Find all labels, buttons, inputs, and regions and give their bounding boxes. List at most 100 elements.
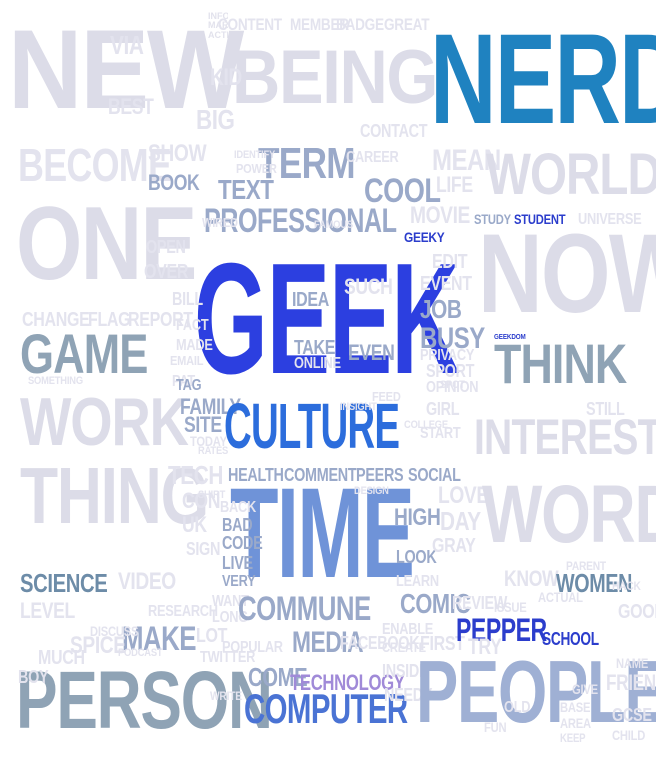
word-family: FAMILY [180,394,241,419]
word-spice: SPICE [70,632,126,659]
word-actual: ACTUAL [538,589,583,605]
word-game: GAME [20,322,148,385]
word-open: OPEN [146,237,186,257]
word-today: TODAY [190,433,227,449]
word-know: KNOW [504,566,559,591]
word-give: GIVE [572,681,598,697]
word-think: THINK [494,332,627,395]
word-kid: KID [210,64,242,91]
word-culture: CULTURE [224,390,400,462]
word-pepper: PEPPER [456,612,547,648]
word-opinion: OPINION [426,379,479,396]
word-enable: ENABLE [382,621,434,638]
word-code: CODE [222,533,263,553]
word-long: LONG [212,609,248,626]
filler-word: MARKET [208,20,228,31]
word-mean: MEAN [432,144,501,177]
word-shirt: SHIRT [198,489,226,501]
word-girl: GIRL [426,399,460,419]
word-insight: INSIGHT [340,401,377,413]
word-even: EVEN [348,340,395,365]
word-such: SUCH [344,274,393,299]
word-time: TIME [230,462,415,605]
word-geek: GEEK [194,231,460,407]
word-email: EMAIL [170,353,204,368]
word-gray: GRAY [432,535,476,557]
word-video: VIDEO [118,568,176,595]
word-write: WRITE [210,689,242,703]
word-over: OVER [144,261,189,283]
word-con: CON [182,488,221,513]
word-new: NEW [8,7,244,132]
word-fun: FUN [484,719,507,735]
word-computer: COMPUTER [244,685,408,732]
word-college: COLLEGE [404,419,448,431]
word-social: SOCIAL [408,465,461,485]
word-word: WORD [482,469,656,560]
word-movie: MOVIE [410,202,470,229]
word-bad: BAD [222,515,253,535]
word-contact: CONTACT [360,121,428,141]
word-become: BECOME [18,139,172,191]
word-badge: BADGE [336,15,384,34]
word-issue: ISSUE [494,599,527,615]
word-want: WANT [212,593,249,610]
word-friend: FRIEND [606,670,656,695]
word-feed: FEED [372,389,401,404]
word-site: SITE [184,412,222,437]
word-power: POWER [236,161,277,176]
word-big: BIG [196,104,235,135]
word-cool: COOL [364,172,441,210]
word-media: MEDIA [292,626,364,659]
word-tech: TECH [168,460,223,490]
word-discuss: DISCUSS [90,623,139,639]
word-hack: HACK [612,579,641,593]
word-flag: FLAG [88,309,131,331]
word-come: COME [248,662,308,692]
filler-column: INFO MARKET ACTIVE [208,12,228,162]
word-keep: KEEP [560,731,586,745]
word-life: LIFE [436,172,473,197]
word-level: LEVEL [20,598,75,623]
word-being: BEING [232,35,438,120]
word-busy: BUSY [420,322,485,355]
word-person: PERSON [16,655,273,746]
word-area: AREA [560,715,591,731]
word-privacy: PRIVACY [420,347,475,364]
word-create: CREATE [382,639,426,655]
word-good: GOOD [618,601,656,623]
word-very: VERY [222,573,256,590]
word-famous: FAMOUS [314,219,353,231]
word-geekdom: GEEKDOM [494,334,526,341]
word-peers: PEERS [356,465,404,485]
word-lot: LOT [196,625,228,647]
word-live: LIVE [222,553,253,573]
word-change: CHANGE [22,309,90,331]
word-health: HEALTH [228,465,284,485]
word-event: EVENT [420,273,472,295]
word-start: START [420,425,461,442]
word-job: JOB [420,294,462,324]
word-technology: TECHNOLOGY [290,670,405,695]
word-much: MUCH [38,647,85,669]
word-women: WOMEN [556,568,632,598]
word-school: SCHOOL [542,629,599,649]
word-idea: IDEA [292,289,329,311]
filler-word: INFO [208,12,228,21]
word-something: SOMETHING [28,375,83,387]
word-spot: SPOT [440,379,465,391]
word-rates: RATES [198,445,229,457]
word-child: CHILD [612,727,646,743]
word-popular: POPULAR [222,639,283,656]
word-bill: BILL [172,289,203,309]
word-inside: INSIDE [382,661,429,681]
word-make: MAKE [122,620,197,658]
word-design: DESIGN [354,485,389,497]
word-review: REVIEW [452,593,508,613]
word-member: MEMBER [290,15,349,34]
word-report: REPORT [128,309,193,331]
word-via: VIA [110,30,144,60]
word-content: CONTENT [218,15,282,34]
word-online: ONLINE [294,355,341,372]
